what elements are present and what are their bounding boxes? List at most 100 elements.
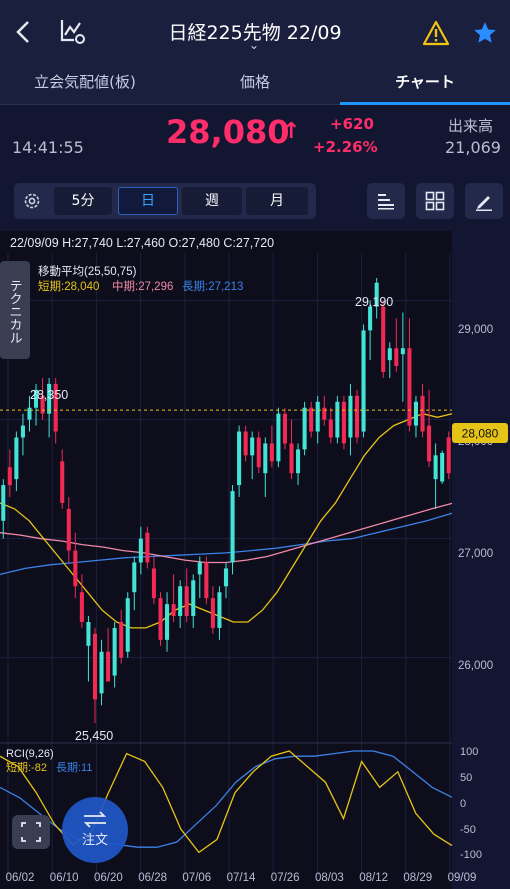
tab-order-book[interactable]: 立会気配値(板) xyxy=(34,73,136,91)
candle xyxy=(361,324,366,438)
candle xyxy=(309,401,314,438)
ohlc-info: 22/09/09 H:27,740 L:27,460 O:27,480 C:27… xyxy=(10,236,274,250)
candle xyxy=(341,395,346,450)
technical-tab[interactable] xyxy=(0,261,30,359)
x-axis-label: 08/12 xyxy=(359,872,388,884)
rci-axis-label: 0 xyxy=(460,798,466,810)
order-button-label: 注文 xyxy=(82,832,108,847)
candle xyxy=(165,592,170,652)
volume-label: 出来高 xyxy=(448,117,494,135)
period-day[interactable]: 日 xyxy=(118,187,178,215)
layout-grid-button[interactable] xyxy=(416,183,454,219)
candle xyxy=(112,621,117,688)
warning-icon[interactable] xyxy=(422,20,450,46)
candle xyxy=(7,449,12,497)
price-chart[interactable]: 22/09/09 H:27,740 L:27,460 O:27,480 C:27… xyxy=(0,231,510,889)
tab-bar: 立会気配値(板) 価格 チャート xyxy=(0,62,510,105)
candle xyxy=(381,300,386,378)
candle xyxy=(178,580,183,628)
order-button[interactable] xyxy=(62,797,128,863)
candle xyxy=(20,413,25,456)
candle xyxy=(217,586,222,640)
candle xyxy=(40,377,45,420)
x-axis-label: 07/14 xyxy=(227,872,256,884)
candle xyxy=(14,431,19,492)
price-axis-label: 26,000 xyxy=(458,660,493,672)
candle xyxy=(387,342,392,378)
rci-title: RCI(9,26) xyxy=(6,748,54,760)
price-axis-label: 29,000 xyxy=(458,324,493,336)
x-axis: 06/02 06/10 06/20 06/28 07/06 07/14 07/26 08/03… xyxy=(6,872,477,884)
rci-axis-label: 50 xyxy=(460,772,472,784)
candle xyxy=(171,574,176,622)
candle xyxy=(79,574,84,628)
candle xyxy=(210,586,215,634)
candle xyxy=(250,431,255,480)
candle xyxy=(328,407,333,444)
candle xyxy=(400,312,405,402)
technical-tab-label: テクニカル xyxy=(8,279,23,344)
candle xyxy=(263,437,268,497)
rci-axis-label: 100 xyxy=(460,746,478,758)
chevron-down-icon[interactable]: ⌄ xyxy=(249,38,260,52)
candle xyxy=(243,425,248,462)
candle xyxy=(197,556,202,599)
period-month[interactable]: 月 xyxy=(246,187,308,215)
candle xyxy=(354,389,360,444)
candle xyxy=(204,556,209,605)
ma-mid-label: 中期:27,296 xyxy=(112,280,173,293)
x-axis-label: 08/03 xyxy=(315,872,344,884)
expand-icon xyxy=(21,822,41,842)
volume-value: 21,069 xyxy=(445,138,501,157)
x-axis-label: 07/06 xyxy=(182,872,211,884)
chart-settings-icon[interactable] xyxy=(58,16,88,46)
ma-short-label: 短期:28,040 xyxy=(38,279,99,293)
swap-icon xyxy=(83,811,107,828)
candle xyxy=(289,419,294,480)
candle xyxy=(420,383,425,438)
candle xyxy=(296,443,301,486)
candle xyxy=(446,431,451,480)
page-title[interactable]: 日経225先物 22/09 xyxy=(168,22,342,44)
price-change-pct: +2.26% xyxy=(313,138,378,156)
candle xyxy=(145,526,150,569)
candle xyxy=(119,610,124,664)
candle xyxy=(106,627,111,682)
candle xyxy=(368,300,373,361)
candle xyxy=(315,395,320,444)
period-5min[interactable]: 5分 xyxy=(54,187,112,215)
grid-icon xyxy=(425,191,445,211)
candle xyxy=(1,479,6,539)
ma-long-label: 長期:27,213 xyxy=(182,280,243,293)
candle xyxy=(99,639,104,706)
tab-chart[interactable]: チャート xyxy=(340,62,510,105)
candle xyxy=(348,383,353,456)
candle xyxy=(440,450,445,484)
rci-long-label: 長期:11 xyxy=(56,761,92,774)
candle xyxy=(335,395,340,444)
ma-title: 移動平均(25,50,75) xyxy=(38,264,137,278)
bar-list-icon xyxy=(378,194,394,210)
candle xyxy=(132,556,137,611)
expand-button[interactable] xyxy=(12,815,50,849)
gear-icon[interactable] xyxy=(22,191,42,211)
bar-list-button[interactable] xyxy=(367,183,405,219)
star-icon[interactable] xyxy=(472,20,498,46)
candle xyxy=(433,443,438,509)
price-change: +620 xyxy=(330,115,374,133)
current-price-tag-label: 28,080 xyxy=(462,427,499,441)
candle xyxy=(413,395,419,438)
draw-button[interactable] xyxy=(465,183,503,219)
left-peak-annotation: 28,350 xyxy=(30,388,68,402)
candle xyxy=(53,377,58,444)
back-arrow-icon[interactable] xyxy=(12,19,36,45)
candle xyxy=(230,485,235,575)
candle xyxy=(33,383,39,426)
period-week[interactable]: 週 xyxy=(182,187,242,215)
candle xyxy=(92,627,98,724)
x-axis-label: 06/02 xyxy=(6,872,35,884)
candle xyxy=(66,497,71,563)
quote-panel: 14:41:55 28,080 ↑ +620 +2.26% 出来高 21,069 xyxy=(0,105,510,173)
chart-toolbar: 5分 日 週 月 xyxy=(0,173,510,231)
tab-price[interactable]: 価格 xyxy=(239,73,270,91)
